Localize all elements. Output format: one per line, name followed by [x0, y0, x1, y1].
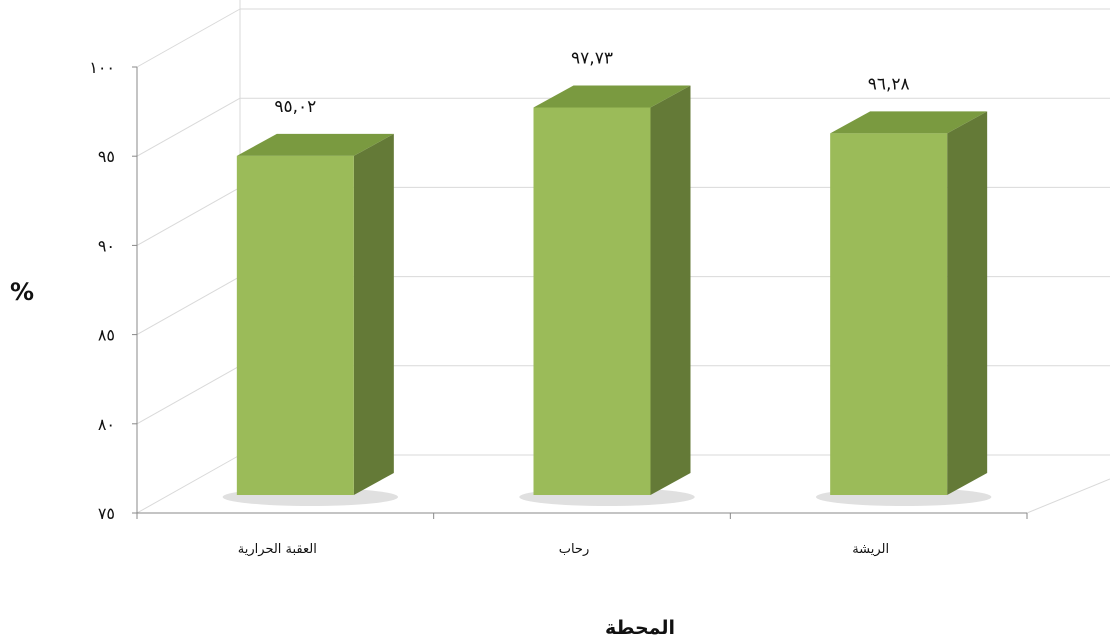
- x-category-label: الريشة: [852, 542, 889, 557]
- bar-side: [947, 111, 988, 495]
- bar: [815, 111, 992, 506]
- y-tick-label: ٩٠: [98, 236, 115, 255]
- gridline-side: [136, 276, 241, 336]
- x-axis-title: المحطة: [605, 617, 675, 639]
- axes: [132, 66, 1028, 519]
- y-tick-label: ٧٥: [98, 504, 115, 523]
- data-labels: ٩٥,٠٢ ٩٧,٧٣ ٩٦,٢٨: [274, 48, 909, 116]
- data-label: ٩٥,٠٢: [274, 97, 316, 117]
- bars: [222, 85, 992, 506]
- floor-right-edge: [1026, 478, 1110, 514]
- gridline-side: [136, 186, 241, 246]
- y-tick-label: ٨٥: [98, 326, 115, 345]
- x-category-labels: العقبة الحرارية رحاب الريشة: [238, 542, 889, 557]
- gridline-side: [136, 454, 241, 514]
- gridline-side: [136, 365, 241, 425]
- bar-front: [830, 133, 948, 495]
- bar-front: [236, 155, 354, 495]
- x-category-label: رحاب: [559, 542, 590, 557]
- y-tick-label: ١٠٠: [89, 58, 115, 77]
- bar: [222, 133, 399, 506]
- y-axis-title: %: [10, 278, 34, 306]
- bar-front: [533, 107, 651, 496]
- gridline-side: [136, 97, 241, 157]
- y-tick-label: ٨٠: [98, 415, 115, 434]
- bar: [519, 85, 695, 506]
- bar-top: [830, 111, 988, 134]
- bar-side: [650, 85, 691, 496]
- bar-top: [236, 133, 394, 156]
- bar-side: [353, 133, 394, 495]
- y-tick-label: ٩٥: [98, 147, 115, 166]
- data-label: ٩٦,٢٨: [868, 74, 910, 94]
- data-label: ٩٧,٧٣: [571, 48, 613, 68]
- gridline-side: [136, 8, 241, 68]
- x-category-label: العقبة الحرارية: [238, 542, 317, 557]
- bar-top: [533, 85, 691, 108]
- y-tick-labels: ٧٥ ٨٠ ٨٥ ٩٠ ٩٥ ١٠٠: [89, 58, 115, 523]
